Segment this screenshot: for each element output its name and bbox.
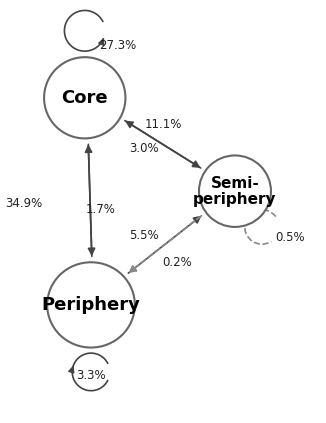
Text: Core: Core [61,89,108,107]
Text: Periphery: Periphery [42,296,141,314]
Ellipse shape [199,156,271,227]
Text: 3.3%: 3.3% [76,369,106,382]
Text: 3.0%: 3.0% [129,142,159,155]
Text: 1.7%: 1.7% [85,203,115,216]
Text: 34.9%: 34.9% [5,197,42,210]
Text: Semi-
periphery: Semi- periphery [193,176,277,207]
Text: 0.5%: 0.5% [275,231,304,244]
Text: 5.5%: 5.5% [129,229,159,242]
Ellipse shape [44,57,126,138]
Text: 0.2%: 0.2% [162,256,192,269]
Text: 11.1%: 11.1% [144,118,182,131]
Text: 27.3%: 27.3% [99,38,136,52]
Ellipse shape [47,262,135,348]
